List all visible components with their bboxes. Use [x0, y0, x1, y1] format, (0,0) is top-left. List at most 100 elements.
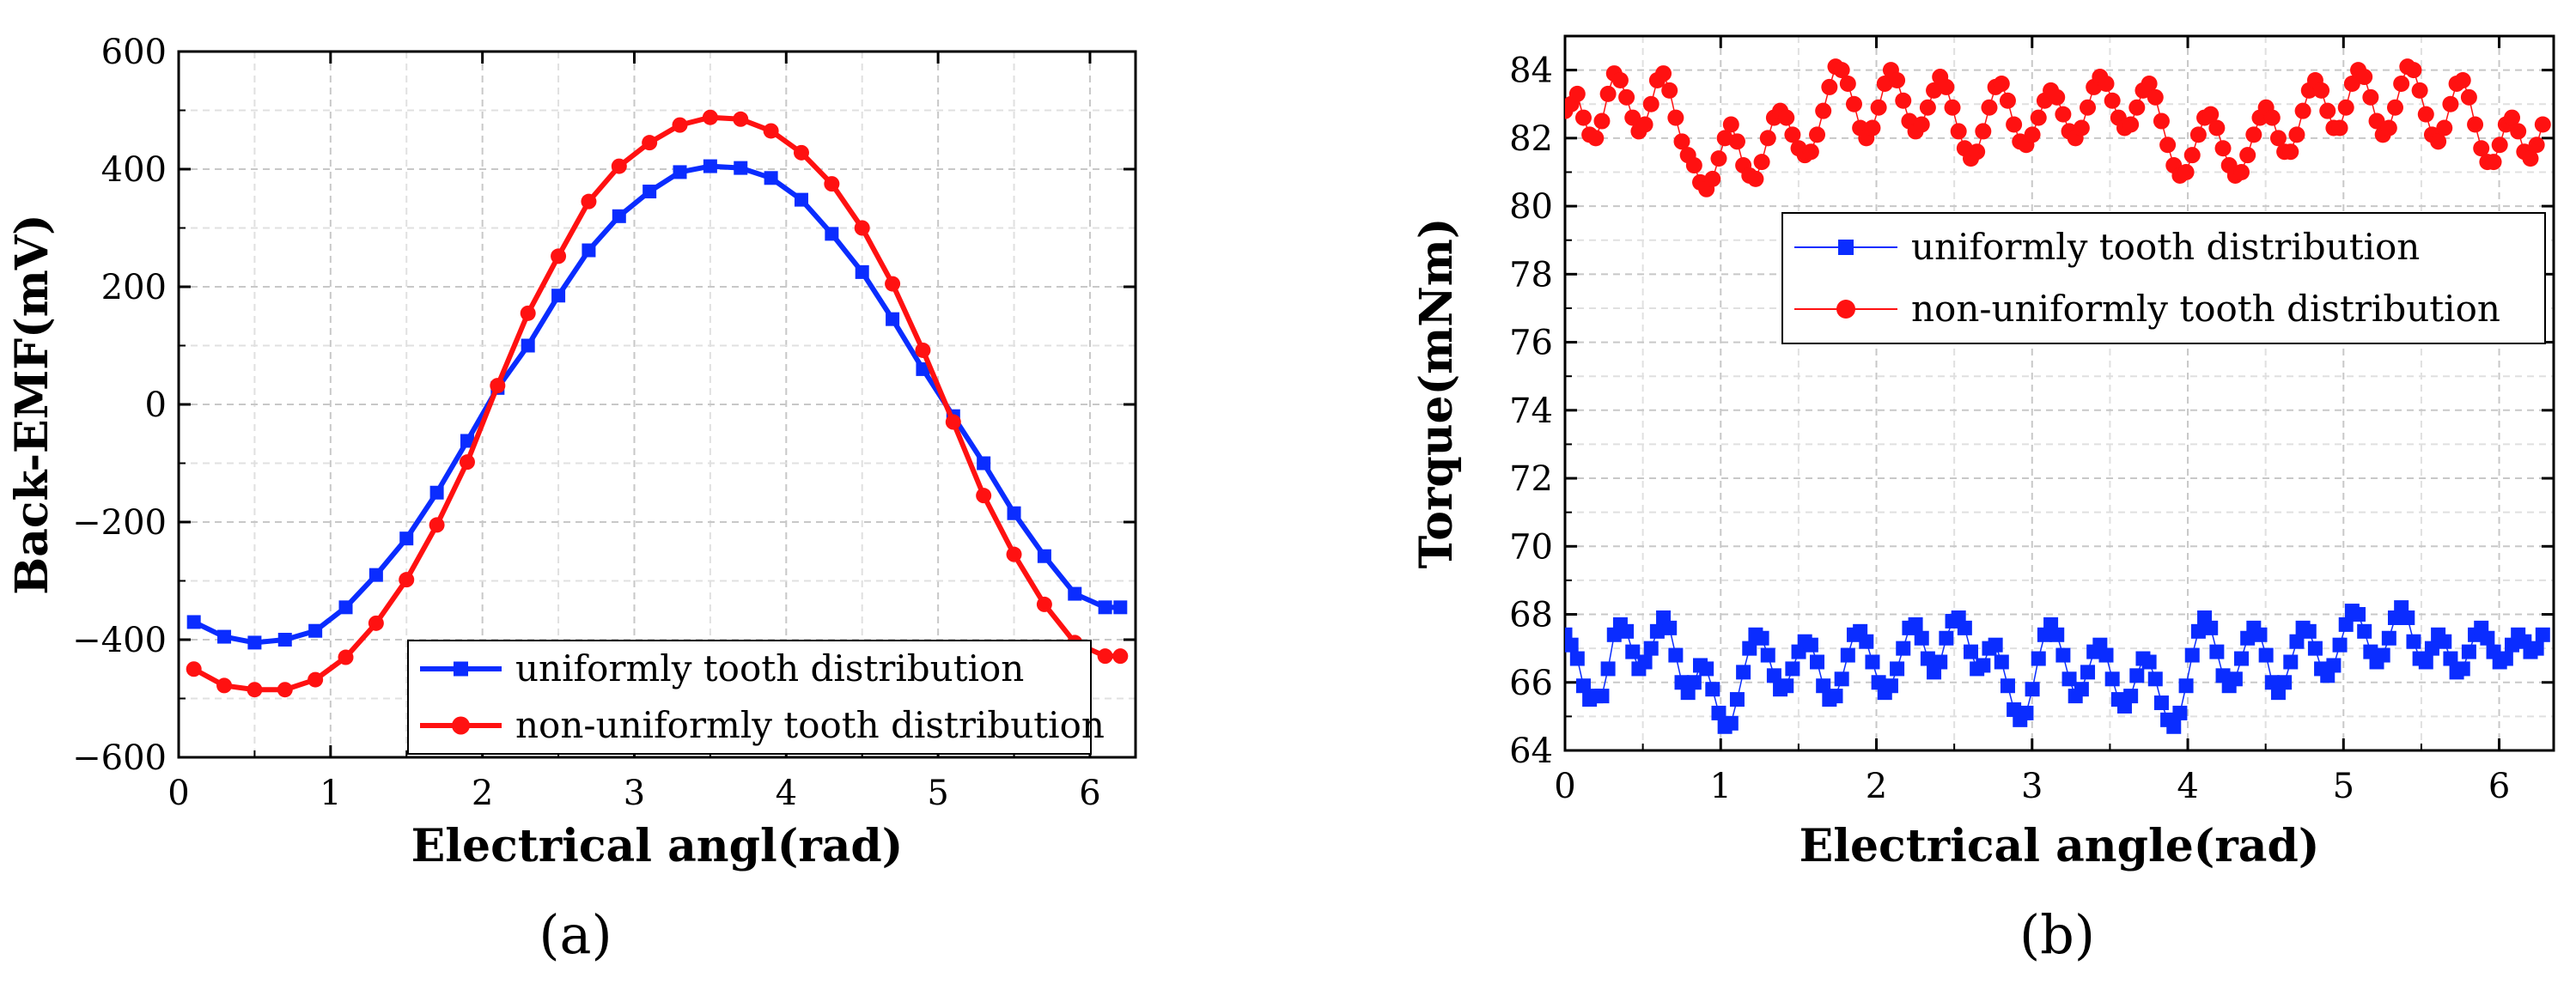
- data-point-circle: [2282, 143, 2299, 161]
- x-axis-title: Electrical angle(rad): [1800, 820, 2320, 872]
- y-tick-label: 64: [1509, 732, 1553, 771]
- data-point-square: [338, 600, 353, 615]
- data-point-square: [1742, 641, 1757, 656]
- data-point-square: [2455, 661, 2470, 677]
- data-point-circle: [2319, 102, 2336, 119]
- data-point-circle: [1642, 95, 1659, 112]
- data-point-circle: [2313, 82, 2330, 99]
- data-point-square: [703, 159, 717, 173]
- data-point-square: [1810, 654, 1825, 670]
- data-point-square: [2283, 654, 2299, 670]
- data-point-square: [1976, 658, 1991, 673]
- data-point-square: [217, 629, 232, 644]
- data-point-square: [1803, 637, 1818, 653]
- data-point-square: [2104, 671, 2120, 687]
- data-point-circle: [1636, 116, 1653, 133]
- data-point-circle: [2122, 116, 2140, 133]
- data-point-circle: [1574, 109, 1592, 126]
- data-point-square: [2252, 627, 2268, 642]
- data-point-circle: [1969, 143, 1986, 161]
- data-point-circle: [611, 158, 627, 174]
- data-point-circle: [1833, 62, 1850, 79]
- data-point-circle: [2006, 116, 2023, 133]
- data-point-square: [977, 456, 991, 471]
- data-point-square: [1668, 647, 1684, 663]
- data-point-square: [2098, 647, 2114, 663]
- series-non-uniform: [1565, 58, 2551, 197]
- data-point-circle: [915, 342, 931, 358]
- data-point-circle: [490, 378, 506, 394]
- y-tick-label: 200: [101, 268, 167, 307]
- data-point-circle: [2454, 72, 2471, 89]
- data-point-circle: [1784, 126, 1801, 143]
- data-point-circle: [1722, 116, 1739, 133]
- legend-label: non-uniformly tooth distribution: [515, 704, 1105, 746]
- data-point-square: [1649, 623, 1665, 639]
- data-point-circle: [1685, 157, 1702, 174]
- data-point-square: [1699, 661, 1714, 677]
- data-point-circle: [1593, 112, 1611, 130]
- data-point-circle: [2245, 126, 2262, 143]
- data-point-square: [1711, 705, 1726, 720]
- data-point-square: [2019, 705, 2034, 720]
- data-point-square: [1637, 654, 1653, 670]
- x-tick-label: 3: [624, 774, 645, 813]
- y-tick-label: −600: [72, 738, 167, 778]
- data-point-square: [1569, 651, 1585, 666]
- x-tick-label: 5: [927, 774, 948, 813]
- series-uniform: [1565, 600, 2550, 734]
- data-point-square: [1760, 647, 1775, 663]
- data-point-circle: [854, 220, 870, 236]
- data-point-square: [2289, 634, 2305, 649]
- y-tick-label: 84: [1509, 52, 1553, 91]
- data-point-square: [764, 171, 778, 185]
- y-tick-label: 0: [145, 386, 167, 425]
- data-point-circle: [1993, 75, 2010, 92]
- data-point-square: [1619, 623, 1635, 639]
- data-point-circle: [2294, 102, 2311, 119]
- legend-label: uniformly tooth distribution: [515, 647, 1024, 689]
- data-point-square: [1565, 627, 1573, 642]
- data-point-circle: [2442, 95, 2459, 112]
- data-point-circle: [2202, 106, 2220, 123]
- data-point-square: [399, 531, 414, 546]
- data-point-square: [1594, 689, 1610, 704]
- data-point-circle: [2386, 99, 2403, 116]
- data-point-square: [521, 338, 535, 353]
- data-point-square: [673, 165, 687, 179]
- data-point-square: [2498, 651, 2513, 666]
- y-tick-label: 78: [1509, 255, 1553, 295]
- data-point-circle: [2177, 163, 2195, 180]
- data-point-circle: [2467, 116, 2484, 133]
- data-point-circle: [1587, 130, 1605, 147]
- data-point-circle: [1006, 546, 1022, 562]
- data-point-square: [2055, 647, 2071, 663]
- data-point-circle: [2368, 112, 2385, 130]
- data-point-circle: [2147, 88, 2164, 106]
- data-point-circle: [1889, 72, 1906, 89]
- data-point-circle: [1112, 648, 1129, 665]
- x-tick-label: 6: [1079, 774, 1100, 813]
- y-tick-label: 74: [1509, 392, 1553, 431]
- x-tick-label: 4: [776, 774, 797, 813]
- data-point-circle: [976, 488, 992, 504]
- data-point-circle: [2080, 99, 2097, 116]
- chart-panel-b: 0 1 2 3 4 5 6 64 66 68 70 72 74 76 78 80 82 84 Electrical …: [1410, 34, 2555, 966]
- data-point-square: [2025, 682, 2040, 697]
- data-point-square: [916, 361, 930, 376]
- data-point-square: [2184, 647, 2200, 663]
- data-point-circle: [2049, 88, 2066, 106]
- data-point-square: [429, 485, 444, 500]
- data-point-circle: [2337, 99, 2354, 116]
- data-point-square: [2123, 689, 2139, 704]
- data-point-circle: [2128, 99, 2146, 116]
- data-point-square: [2480, 630, 2495, 646]
- data-point-square: [2307, 641, 2323, 656]
- legend-label: non-uniformly tooth distribution: [1911, 288, 2500, 330]
- data-point-circle: [1864, 119, 1881, 137]
- data-point-circle: [642, 135, 658, 151]
- data-point-circle: [1815, 102, 1832, 119]
- legend-marker-square: [1838, 240, 1854, 255]
- data-point-circle: [2491, 137, 2508, 154]
